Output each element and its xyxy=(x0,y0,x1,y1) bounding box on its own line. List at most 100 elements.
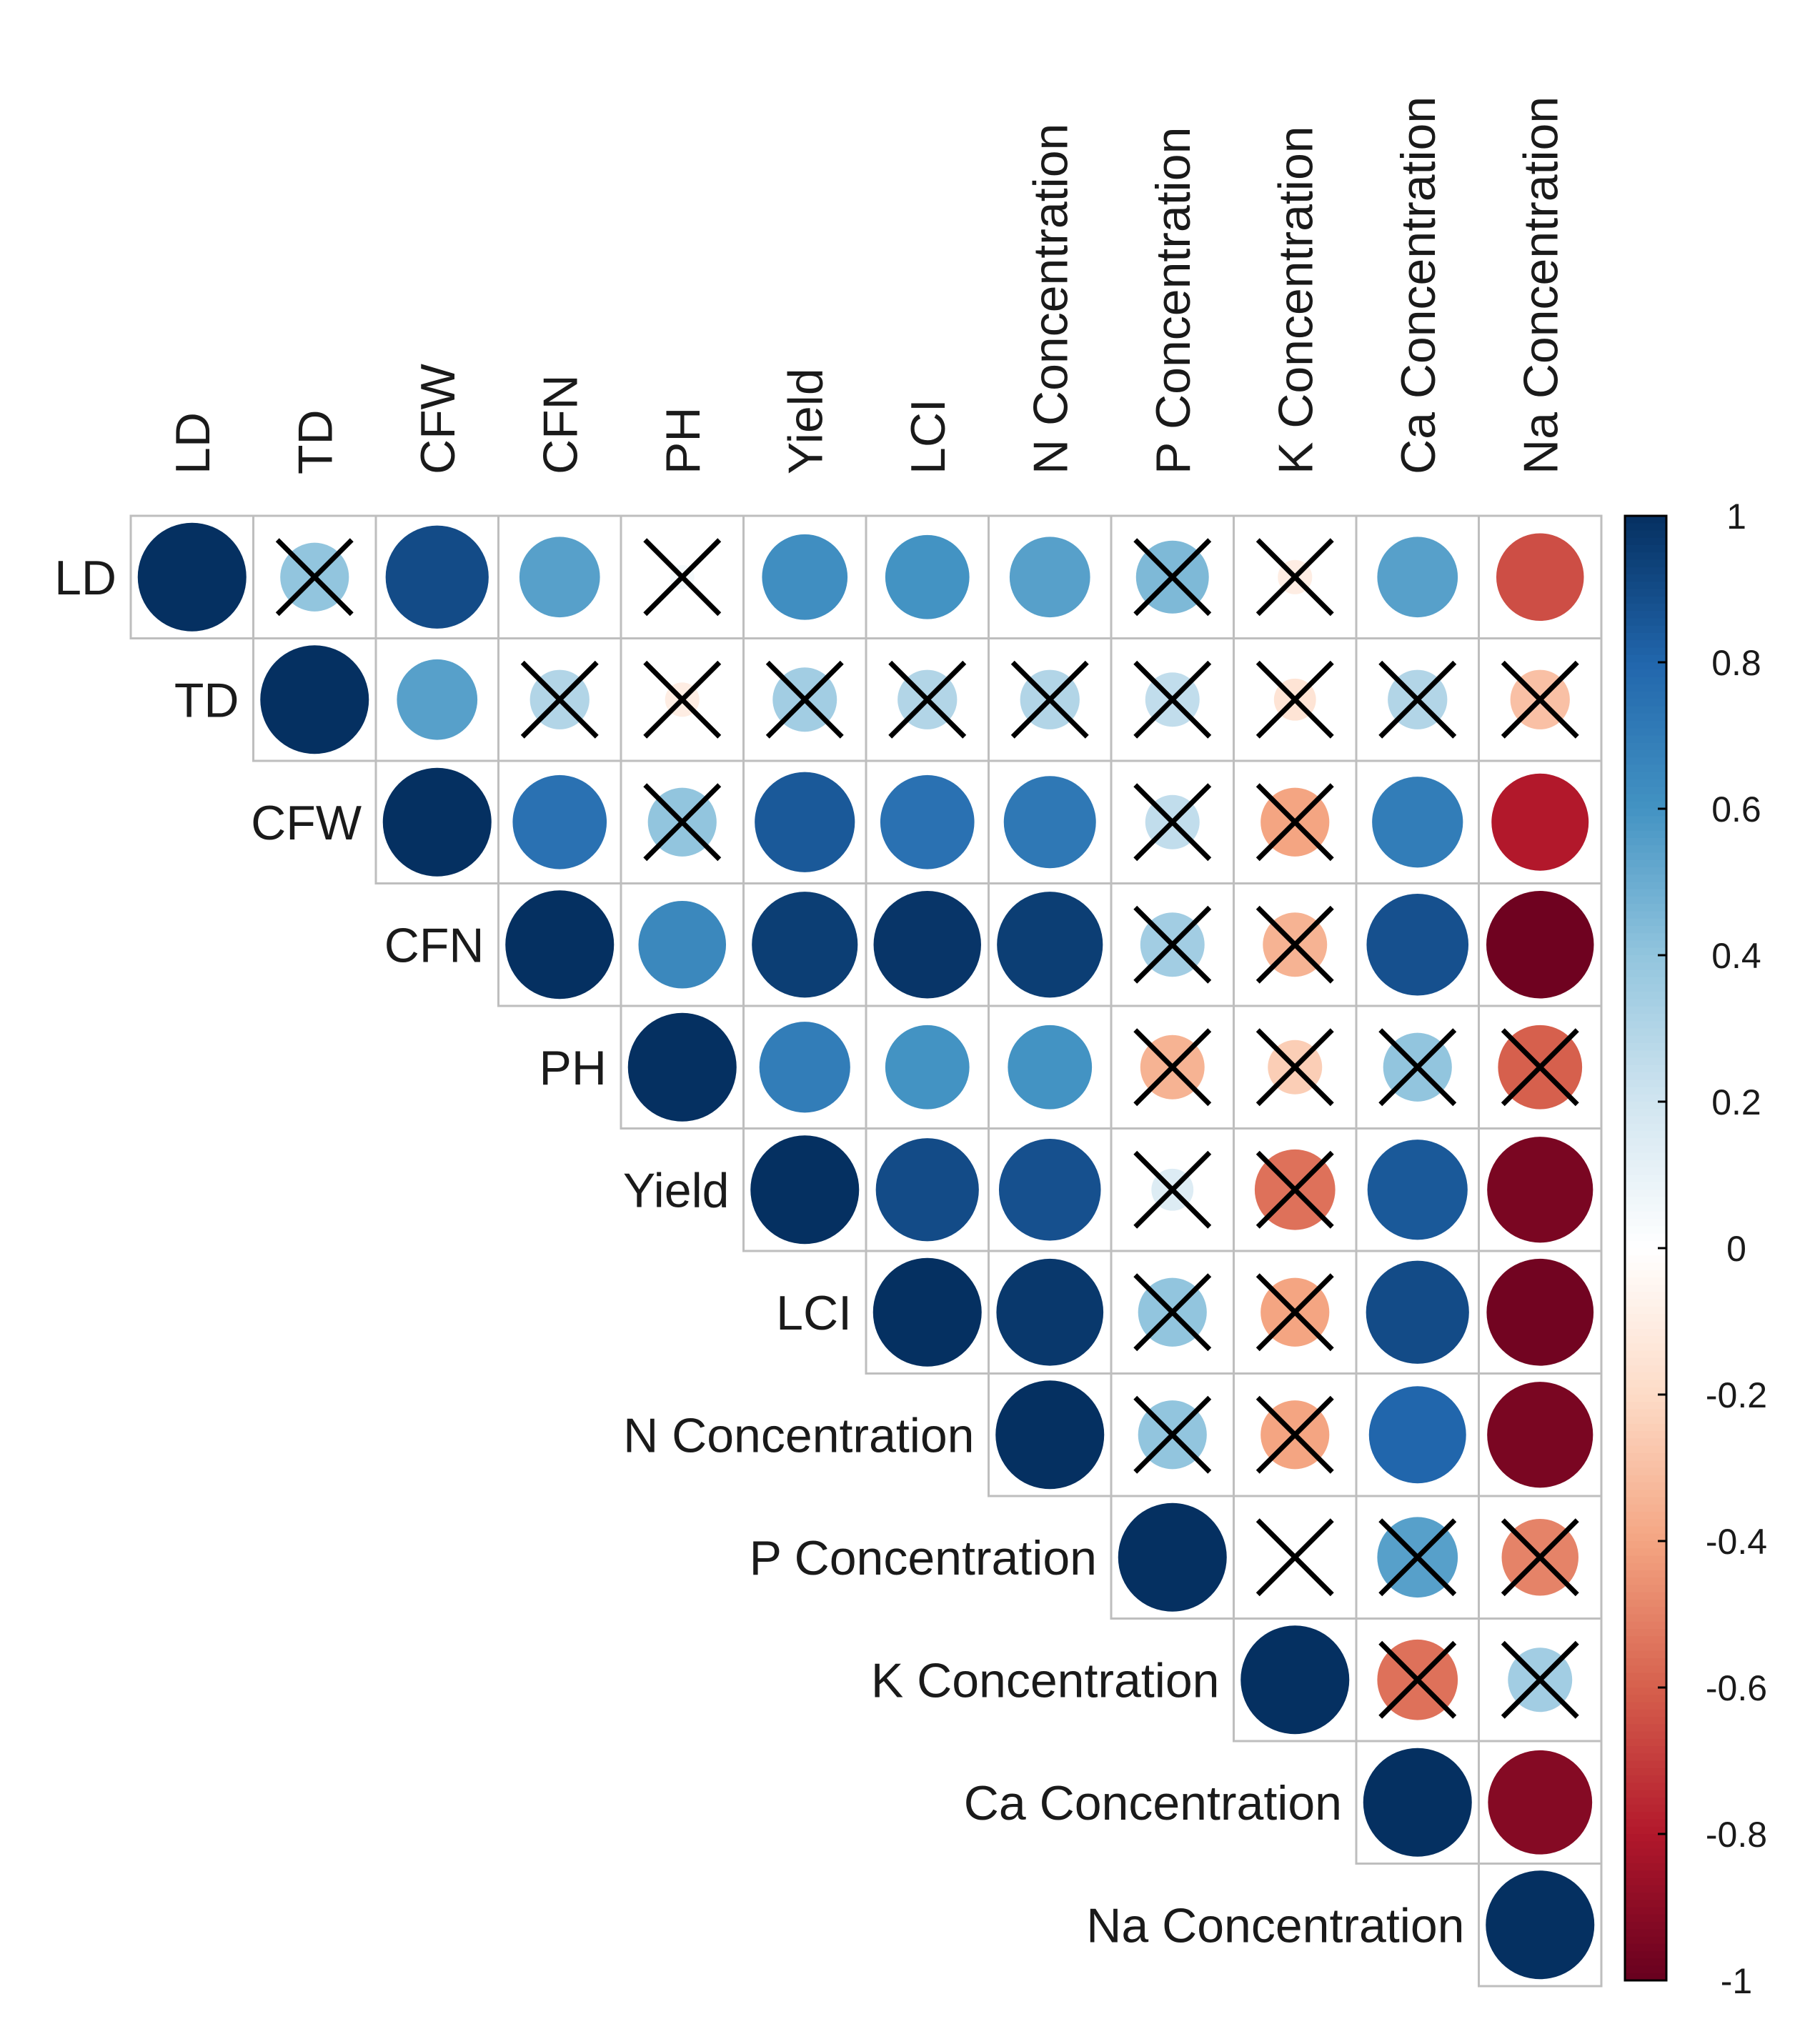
colorbar-band xyxy=(1625,1900,1666,1908)
colorbar-band xyxy=(1625,1482,1666,1491)
colorbar-band xyxy=(1625,552,1666,561)
nonsignificant-cross-icon xyxy=(1378,1518,1457,1597)
correlation-circle xyxy=(1486,1870,1595,1980)
colorbar-band xyxy=(1625,1028,1666,1037)
colorbar-band xyxy=(1625,1233,1666,1242)
colorbar-band xyxy=(1625,984,1666,993)
cell-yield-yield xyxy=(742,1127,867,1252)
colorbar-band xyxy=(1625,1797,1666,1805)
cell-cfn-p-concentration xyxy=(1110,882,1235,1007)
colorbar-band xyxy=(1625,1724,1666,1733)
colorbar-band xyxy=(1625,1402,1666,1410)
colorbar-band xyxy=(1625,1109,1666,1117)
colorbar-band xyxy=(1625,845,1666,854)
nonsignificant-cross-icon xyxy=(643,538,722,617)
correlation-circle xyxy=(1366,893,1469,996)
cell-ld-k-concentration xyxy=(1233,514,1358,639)
cell-cfw-cfn xyxy=(497,759,622,884)
colorbar-band xyxy=(1625,1453,1666,1462)
cell-lci-p-concentration xyxy=(1110,1250,1235,1375)
correlation-circle xyxy=(1363,1748,1472,1857)
colorbar-band xyxy=(1625,1350,1666,1359)
correlation-circle xyxy=(755,772,855,872)
colorbar-band xyxy=(1625,1826,1666,1835)
cell-td-p-concentration xyxy=(1110,637,1235,762)
colorbar-band xyxy=(1625,1965,1666,1974)
cell-p-concentration-ca-concentration xyxy=(1355,1495,1480,1620)
colorbar-band xyxy=(1625,757,1666,766)
cell-p-concentration-k-concentration xyxy=(1233,1495,1358,1620)
colorbar-band xyxy=(1625,1855,1666,1864)
correlation-circle xyxy=(137,522,247,632)
row-label-yield: Yield xyxy=(623,1163,730,1217)
colorbar-band xyxy=(1625,1870,1666,1879)
cell-td-ph xyxy=(620,637,745,762)
cell-td-td xyxy=(252,637,377,762)
colorbar-band xyxy=(1625,1863,1666,1872)
colorbar-band xyxy=(1625,838,1666,847)
colorbar-band xyxy=(1625,1629,1666,1637)
colorbar-band xyxy=(1625,1314,1666,1322)
colorbar-band xyxy=(1625,874,1666,883)
cell-ld-lci xyxy=(865,514,990,639)
correlation-circle xyxy=(998,1138,1101,1241)
cell-ph-lci xyxy=(865,1004,990,1130)
correlation-circle xyxy=(1486,1258,1594,1366)
colorbar-band xyxy=(1625,1321,1666,1330)
cell-n-concentration-k-concentration xyxy=(1233,1372,1358,1497)
cell-n-concentration-n-concentration xyxy=(988,1372,1113,1497)
colorbar-band xyxy=(1625,1050,1666,1059)
cell-p-concentration-p-concentration xyxy=(1110,1495,1235,1620)
colorbar-band xyxy=(1625,1409,1666,1417)
cell-td-lci xyxy=(865,637,990,762)
colorbar-band xyxy=(1625,1555,1666,1564)
nonsignificant-cross-icon xyxy=(1133,783,1212,862)
correlation-circle xyxy=(385,525,489,629)
colorbar-band xyxy=(1625,1848,1666,1857)
colorbar-band xyxy=(1625,1102,1666,1110)
cell-n-concentration-p-concentration xyxy=(1110,1372,1235,1497)
correlation-circle xyxy=(750,1135,860,1245)
colorbar-band xyxy=(1625,1467,1666,1476)
colorbar-band xyxy=(1625,677,1666,685)
colorbar-band xyxy=(1625,604,1666,612)
colorbar-band xyxy=(1625,618,1666,627)
column-label-lci: LCI xyxy=(901,399,955,474)
colorbar-band xyxy=(1625,1680,1666,1688)
colorbar-band xyxy=(1625,1548,1666,1557)
colorbar-band xyxy=(1625,1951,1666,1960)
colorbar-tick-label: -0.6 xyxy=(1706,1668,1767,1708)
colorbar-band xyxy=(1625,1006,1666,1014)
colorbar-band xyxy=(1625,816,1666,824)
correlation-circle xyxy=(873,891,981,999)
colorbar-band xyxy=(1625,1387,1666,1395)
row-labels: LD TD CFW CFN PH Yield LCI N Concentration P Con… xyxy=(54,551,1464,1953)
colorbar-band xyxy=(1625,955,1666,964)
colorbar-band xyxy=(1625,1372,1666,1381)
colorbar-band xyxy=(1625,1893,1666,1901)
correlation-circle xyxy=(382,767,492,877)
colorbar-band xyxy=(1625,713,1666,722)
column-label-ph: PH xyxy=(656,407,710,474)
row-label-p-concentration: P Concentration xyxy=(750,1531,1097,1585)
colorbar-band xyxy=(1625,1819,1666,1828)
correlation-circle xyxy=(505,890,615,999)
cell-yield-p-concentration xyxy=(1110,1127,1235,1252)
cell-yield-n-concentration xyxy=(988,1127,1113,1252)
colorbar-band xyxy=(1625,1138,1666,1147)
colorbar-band xyxy=(1625,1285,1666,1293)
colorbar-band xyxy=(1625,1636,1666,1645)
cell-yield-na-concentration xyxy=(1478,1127,1603,1252)
row-label-cfw: CFW xyxy=(251,796,362,850)
colorbar-band xyxy=(1625,867,1666,876)
colorbar-band xyxy=(1625,654,1666,663)
cell-ld-n-concentration xyxy=(988,514,1113,639)
cell-cfn-n-concentration xyxy=(988,882,1113,1007)
correlation-circle xyxy=(1486,891,1594,999)
nonsignificant-cross-icon xyxy=(1133,905,1212,984)
colorbar-band xyxy=(1625,1497,1666,1505)
colorbar-band xyxy=(1625,933,1666,942)
correlation-circle xyxy=(519,537,600,618)
colorbar-band xyxy=(1625,1460,1666,1469)
cell-ph-n-concentration xyxy=(988,1004,1113,1130)
